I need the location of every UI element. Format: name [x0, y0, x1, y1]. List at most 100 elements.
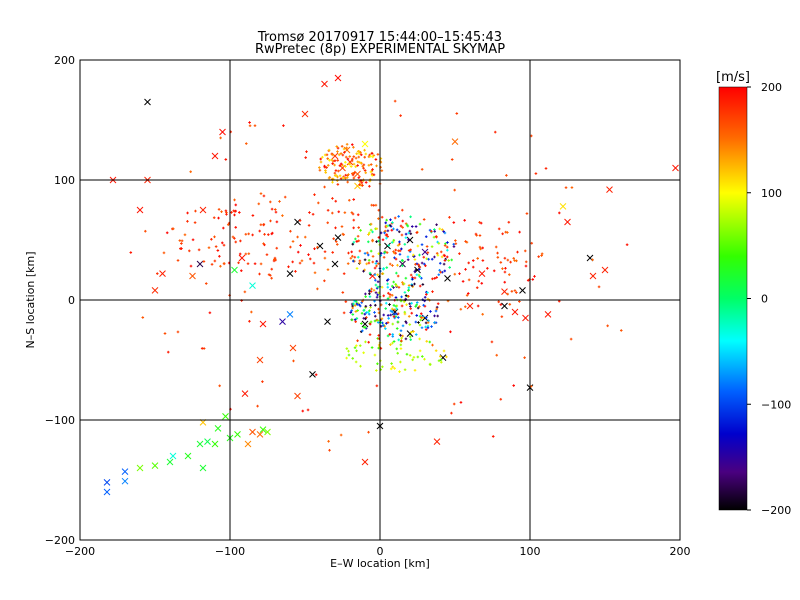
data-point-plus [412, 330, 415, 333]
data-point-plus [244, 252, 248, 256]
grid-lines [80, 60, 680, 540]
data-point-plus [359, 151, 362, 154]
data-point-plus [540, 252, 544, 256]
data-point-plus [238, 211, 241, 214]
data-point-plus [400, 336, 403, 340]
data-point-plus [357, 160, 361, 164]
data-point-plus [358, 344, 362, 347]
data-point-plus [294, 270, 297, 273]
data-point-plus [414, 268, 418, 272]
data-point-plus [370, 152, 374, 155]
data-point-plus [219, 264, 222, 268]
data-point-plus [327, 440, 330, 443]
data-point-plus [355, 240, 359, 243]
data-point-plus [224, 209, 228, 213]
data-point-plus [481, 259, 485, 262]
data-point-x [334, 74, 342, 82]
data-point-plus [540, 254, 543, 257]
data-point-plus [499, 303, 503, 306]
data-point-plus [369, 154, 372, 158]
data-point-plus [226, 223, 230, 226]
data-point-plus [475, 286, 479, 290]
data-point-plus [324, 171, 328, 174]
data-point-plus [233, 237, 236, 240]
data-point-plus [397, 316, 400, 319]
data-point-plus [367, 312, 371, 316]
data-point-plus [421, 355, 424, 358]
data-point-plus [416, 306, 420, 310]
data-point-plus [347, 251, 350, 255]
data-point-plus [234, 240, 238, 244]
data-point-plus [450, 158, 454, 161]
data-point-plus [178, 239, 182, 242]
data-point-plus [308, 211, 311, 214]
data-point-plus [220, 210, 223, 213]
data-point-plus [391, 333, 395, 336]
data-point-plus [270, 232, 274, 236]
data-point-plus [409, 232, 413, 236]
data-point-plus [352, 302, 355, 306]
data-point-plus [326, 157, 330, 160]
data-point-plus [331, 162, 334, 165]
data-point-plus [391, 341, 394, 345]
data-point-plus [406, 255, 410, 259]
data-point-plus [403, 368, 407, 372]
data-point-plus [259, 192, 263, 195]
data-point-plus [416, 244, 420, 248]
data-point-plus [506, 231, 509, 234]
data-point-plus [434, 349, 438, 352]
data-point-plus [278, 200, 281, 203]
data-point-plus [411, 277, 414, 281]
data-point-plus [373, 311, 376, 314]
data-point-plus [193, 221, 197, 224]
data-point-plus [371, 255, 375, 258]
data-point-plus [386, 321, 390, 324]
data-point-plus [399, 347, 403, 350]
data-point-x [519, 287, 526, 294]
data-point-plus [371, 239, 374, 243]
y-tick-label: −100 [45, 414, 75, 427]
data-point-plus [619, 329, 623, 332]
data-point-plus [354, 360, 358, 364]
data-point-plus [212, 216, 216, 220]
data-point-x [289, 344, 297, 352]
data-point-x [294, 218, 301, 226]
data-point-x [294, 392, 301, 400]
data-point-plus [401, 264, 404, 268]
data-point-plus [385, 236, 388, 240]
data-point-plus [394, 312, 398, 316]
data-point-plus [191, 238, 195, 242]
data-point-plus [396, 263, 399, 267]
data-point-plus [388, 293, 392, 296]
data-point-plus [466, 292, 470, 295]
data-point-plus [363, 252, 367, 255]
data-point-plus [283, 195, 287, 199]
data-point-plus [364, 304, 368, 308]
data-point-plus [306, 408, 310, 412]
data-point-x [361, 458, 369, 466]
data-point-plus [354, 165, 358, 168]
data-point-plus [393, 216, 397, 220]
data-point-plus [368, 271, 372, 275]
data-point-plus [340, 145, 344, 148]
data-point-plus [239, 239, 242, 243]
data-point-plus [414, 263, 417, 266]
data-point-plus [418, 323, 422, 327]
data-point-plus [333, 159, 337, 163]
data-point-plus [323, 164, 326, 168]
data-point-plus [424, 325, 427, 329]
data-point-plus [296, 235, 299, 239]
data-point-plus [358, 183, 361, 186]
data-point-plus [357, 226, 360, 229]
data-point-plus [372, 154, 376, 157]
data-point-plus [477, 279, 481, 283]
data-point-plus [413, 282, 416, 286]
data-point-plus [418, 337, 421, 341]
data-point-plus [439, 250, 443, 254]
data-point-plus [433, 255, 436, 259]
data-point-plus [404, 294, 408, 297]
data-point-plus [375, 264, 378, 268]
data-point-plus [352, 226, 355, 230]
data-point-plus [248, 124, 252, 128]
data-point-plus [414, 333, 418, 336]
